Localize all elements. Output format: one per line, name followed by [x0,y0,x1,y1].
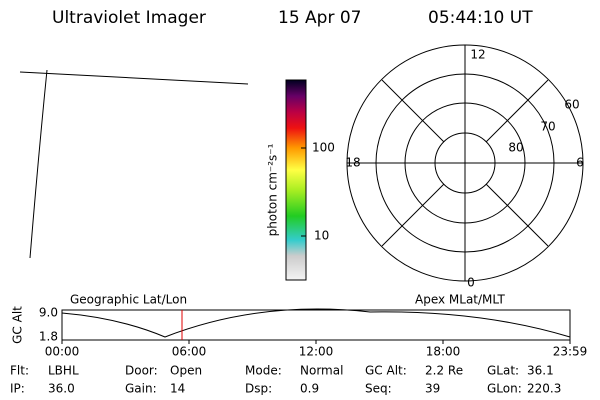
field-label: Door: [125,364,158,378]
field-label: GLon: [487,382,522,396]
x-tick-label: 12:00 [299,345,334,359]
field-value: 14 [170,382,185,396]
x-tick-label: 23:59 [553,345,588,359]
colorbar-label: photon cm⁻²s⁻¹ [266,143,280,236]
field-label: Seq: [365,382,392,396]
mlt-label: 0 [467,276,475,290]
field-label: Gain: [125,382,157,396]
y-tick: 9.0 [39,306,58,320]
lat-label: 60 [564,98,579,112]
date: 15 Apr 07 [278,8,361,28]
field-label: GC Alt: [365,364,407,378]
polar-grid [346,44,584,282]
field-value: Normal [300,364,343,378]
mlt-label: 18 [345,156,360,170]
field-value: 36.1 [527,364,554,378]
instrument: Ultraviolet Imager [52,8,206,28]
y-label: GC Alt [11,306,25,344]
field-value: LBHL [48,364,79,378]
field-value: 39 [425,382,440,396]
mlt-label: 6 [576,156,584,170]
colorbar [285,79,307,281]
colorbar-tick: 10 [314,229,329,243]
x-tick-label: 00:00 [45,345,80,359]
timeline-title: Geographic Lat/Lon [70,293,187,307]
image-area [19,69,249,259]
lat-label: 70 [540,120,555,134]
y-tick: 1.8 [39,330,58,344]
x-tick-label: 18:00 [426,345,461,359]
field-value: 36.0 [48,382,75,396]
colorbar-tick: 100 [312,141,335,155]
timeline-title: Apex MLat/MLT [415,293,505,307]
field-label: Mode: [245,364,282,378]
field-label: Flt: [10,364,29,378]
timeline-frame [61,309,571,341]
x-tick-label: 06:00 [172,345,207,359]
altitude-curve [61,308,571,338]
time: 05:44:10 UT [428,8,533,28]
field-label: GLat: [487,364,519,378]
field-label: IP: [10,382,25,396]
field-value: 0.9 [300,382,319,396]
field-label: Dsp: [245,382,272,396]
lat-label: 80 [508,141,523,155]
mlt-label: 12 [470,48,485,62]
field-value: Open [170,364,202,378]
field-value: 2.2 Re [425,364,463,378]
field-value: 220.3 [527,382,561,396]
